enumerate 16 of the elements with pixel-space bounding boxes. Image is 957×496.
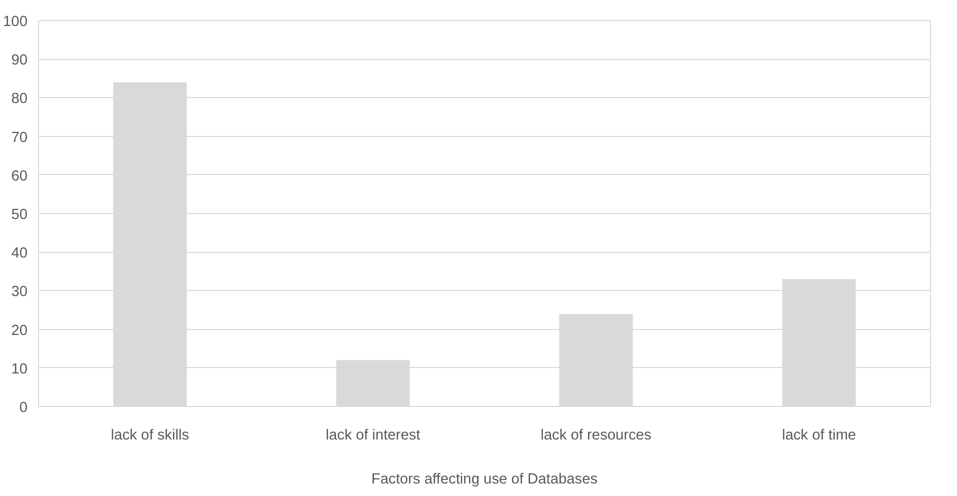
x-tick-label: lack of time: [782, 428, 856, 444]
y-tick-label: 50: [11, 207, 28, 223]
x-tick-label: lack of resources: [540, 428, 652, 444]
x-axis-title: Factors affecting use of Databases: [371, 472, 598, 488]
x-tick-label: lack of interest: [326, 428, 420, 444]
y-tick-label: 80: [11, 91, 28, 108]
y-tick-label: 30: [11, 284, 28, 300]
y-tick-label: 10: [11, 361, 28, 378]
y-tick-label: 0: [19, 400, 28, 416]
y-tick-label: 90: [11, 52, 28, 69]
y-tick-label: 100: [3, 14, 28, 30]
y-tick-label: 40: [11, 246, 28, 262]
y-tick-label: 70: [11, 130, 28, 146]
x-tick-label: lack of skills: [110, 428, 190, 444]
y-tick-label: 60: [11, 168, 28, 184]
y-tick-label: 20: [11, 322, 28, 339]
